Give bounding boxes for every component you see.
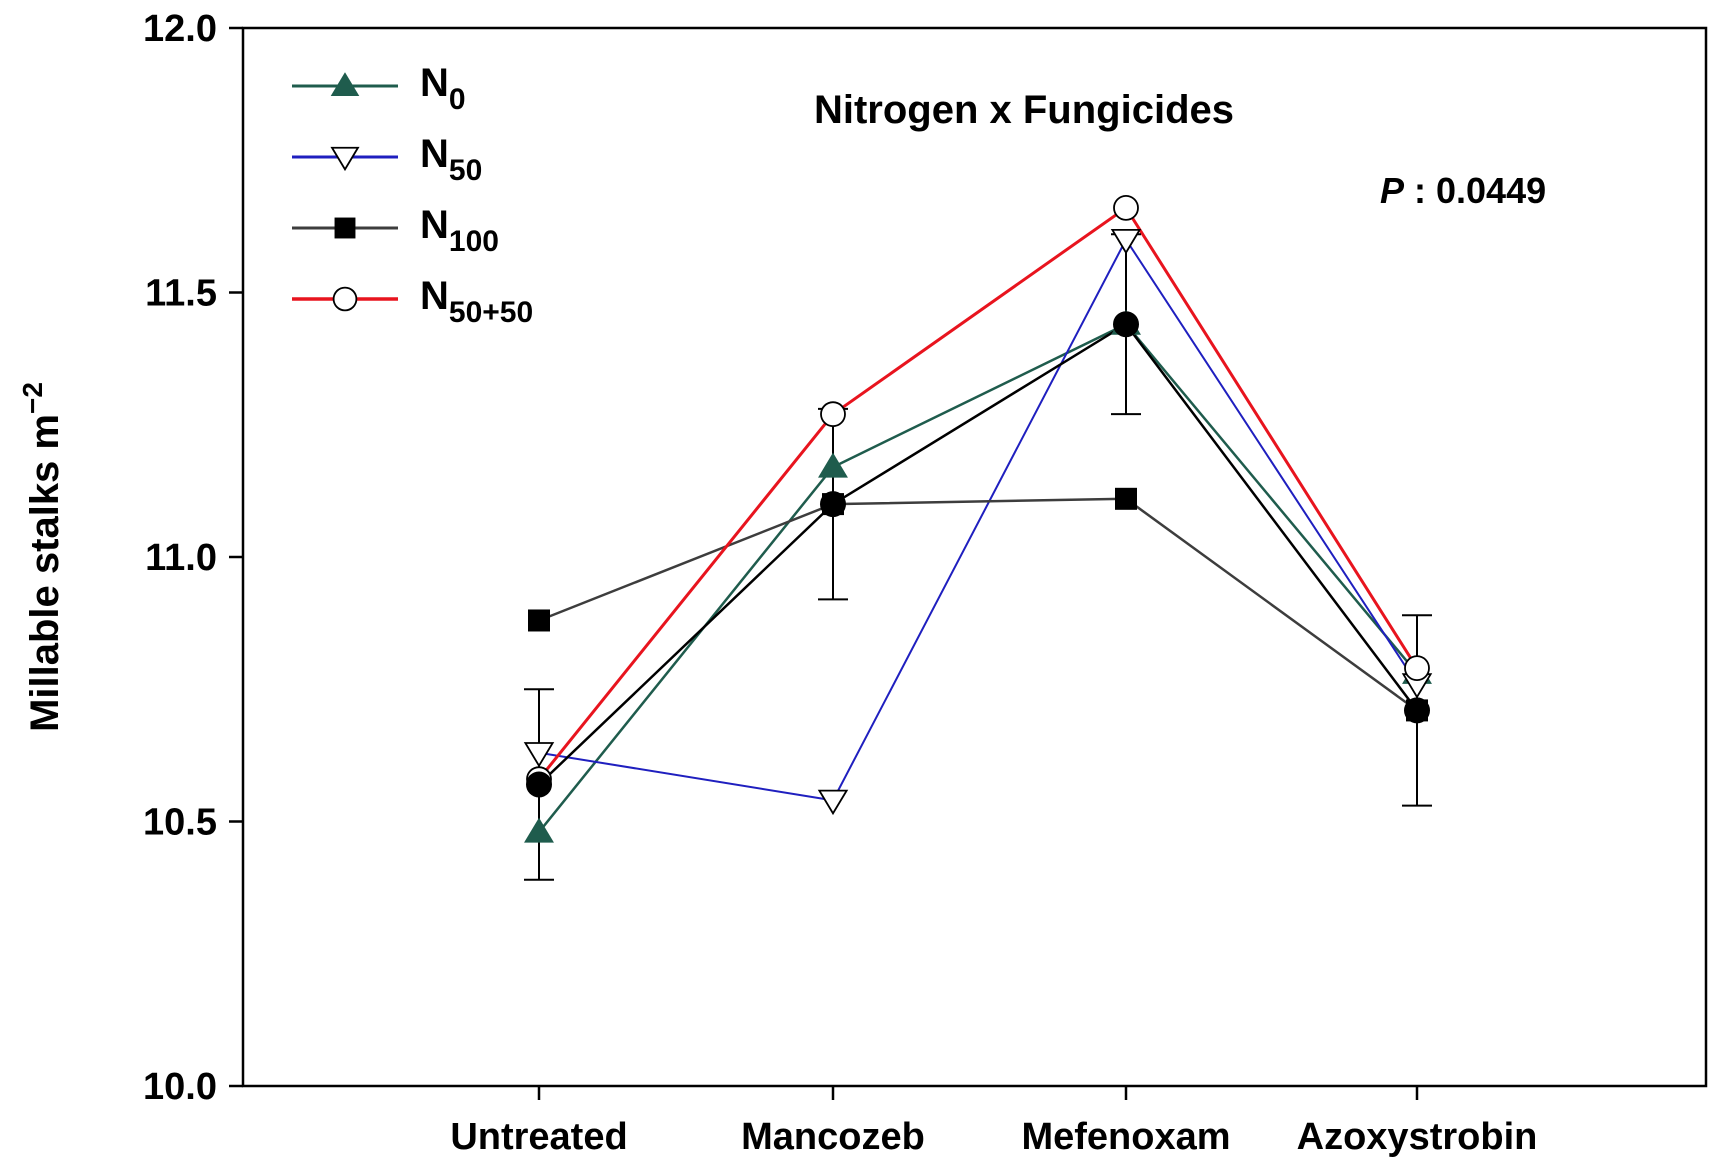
series-lines xyxy=(537,205,1419,833)
legend-marker-n50plus50 xyxy=(332,286,358,312)
y-tick-label: 11.0 xyxy=(145,537,217,579)
data-point-mean xyxy=(1404,697,1430,724)
y-tick-label: 10.5 xyxy=(143,802,217,844)
legend-label: N0 xyxy=(420,61,466,116)
x-tick-label: Untreated xyxy=(450,1116,627,1158)
series-line-n50 xyxy=(538,237,1418,802)
series-markers xyxy=(523,194,1433,843)
data-point-n50plus50 xyxy=(1113,194,1139,221)
legend-label: N100 xyxy=(420,203,499,258)
data-point-n50plus50 xyxy=(820,401,846,428)
y-tick-label: 10.0 xyxy=(143,1066,217,1108)
data-point-n100 xyxy=(1115,487,1137,510)
series-line-mean xyxy=(538,322,1418,786)
data-point-n0 xyxy=(818,452,848,478)
y-tick-label: 11.5 xyxy=(145,273,217,315)
legend-item-n0: N0 xyxy=(292,61,466,116)
series-line-n100 xyxy=(538,497,1418,712)
legend-marker-n50 xyxy=(330,146,360,172)
series-line-n50plus50 xyxy=(537,205,1419,781)
p-symbol: P xyxy=(1380,170,1405,211)
p-value-annotation: P : 0.0449 xyxy=(1380,170,1546,211)
y-axis-label-text: Millable stalks m xyxy=(23,414,67,732)
x-tick-label: Azoxystrobin xyxy=(1297,1116,1538,1158)
legend-label-base: N xyxy=(420,132,449,176)
data-point-mean xyxy=(1113,311,1139,338)
legend-label: N50+50 xyxy=(420,274,533,329)
legend-item-n50: N50 xyxy=(292,132,482,187)
legend-label-subscript: 0 xyxy=(449,83,466,116)
legend-marker-n100 xyxy=(334,217,356,239)
y-axis-label-superscript: −2 xyxy=(17,382,48,414)
legend-label-base: N xyxy=(420,274,449,318)
legend-item-n50plus50: N50+50 xyxy=(292,274,533,329)
data-point-n50 xyxy=(523,742,555,768)
legend-item-n100: N100 xyxy=(292,203,499,258)
chart-title: Nitrogen x Fungicides xyxy=(814,88,1234,132)
legend-label: N50 xyxy=(420,132,482,187)
data-point-n0 xyxy=(524,817,554,843)
data-point-mean xyxy=(820,491,846,518)
y-axis-label: Millable stalks m−2 xyxy=(17,382,67,732)
y-axis: 10.0 10.5 11.0 11.5 12.0 xyxy=(143,8,243,1108)
legend-label-base: N xyxy=(420,61,449,105)
data-point-n50 xyxy=(817,789,849,816)
legend-label-subscript: 50+50 xyxy=(449,296,533,329)
series-layer xyxy=(523,194,1433,881)
legend-label-subscript: 100 xyxy=(449,225,499,258)
x-tick-label: Mefenoxam xyxy=(1021,1116,1230,1158)
legend-label-base: N xyxy=(420,203,449,247)
series-line-n0 xyxy=(538,322,1418,833)
data-point-n50plus50 xyxy=(1404,655,1430,681)
y-tick-label: 12.0 xyxy=(143,8,217,50)
data-point-mean xyxy=(526,771,552,798)
x-axis: Untreated Mancozeb Mefenoxam Azoxystrobin xyxy=(450,1086,1537,1158)
data-point-n50 xyxy=(1110,228,1142,255)
x-tick-label: Mancozeb xyxy=(741,1116,925,1158)
p-value: : 0.0449 xyxy=(1404,170,1546,211)
legend-marker-n0 xyxy=(330,72,360,97)
error-bars xyxy=(524,233,1432,881)
legend-label-subscript: 50 xyxy=(449,154,482,187)
data-point-n100 xyxy=(528,609,550,632)
